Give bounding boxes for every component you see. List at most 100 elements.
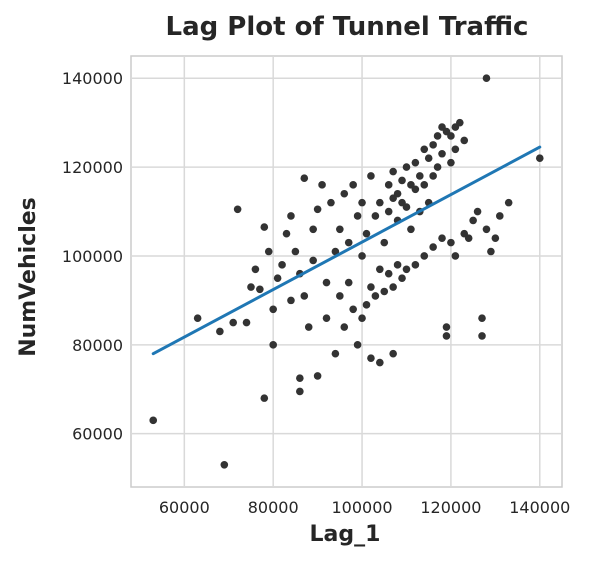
plot-background: [130, 55, 563, 488]
scatter-point: [491, 234, 500, 242]
scatter-point: [451, 145, 460, 154]
scatter-point: [336, 225, 344, 234]
scatter-point: [478, 314, 486, 322]
scatter-point: [451, 252, 460, 260]
scatter-point: [407, 225, 415, 234]
scatter-point: [331, 247, 340, 256]
scatter-point: [456, 118, 464, 127]
scatter-point: [393, 189, 402, 198]
scatter-point: [411, 261, 420, 269]
plot-area: 60000 80000 100000 120000 140000 60000 80000 10…: [62, 55, 570, 517]
scatter-point: [447, 132, 455, 140]
y-tick-label: 120000: [62, 158, 123, 177]
scatter-point: [367, 283, 375, 291]
scatter-point: [504, 198, 513, 207]
y-tick-label: 80000: [72, 336, 123, 355]
scatter-point: [278, 261, 286, 269]
scatter-point: [349, 305, 357, 314]
scatter-point: [380, 287, 389, 296]
y-tick-label: 100000: [62, 247, 123, 266]
scatter-point: [256, 285, 264, 294]
scatter-point: [322, 278, 331, 287]
scatter-point: [331, 349, 340, 358]
scatter-point: [358, 314, 366, 322]
scatter-point: [487, 247, 495, 256]
scatter-point: [398, 176, 406, 185]
scatter-point: [349, 181, 357, 189]
scatter-point: [389, 283, 397, 291]
scatter-point: [376, 358, 384, 367]
scatter-point: [353, 341, 362, 349]
scatter-point: [495, 212, 504, 220]
scatter-point: [438, 234, 446, 242]
y-axis-label: NumVehicles: [16, 197, 41, 357]
scatter-point: [269, 341, 277, 349]
scatter-point: [322, 314, 331, 322]
x-axis-label: Lag_1: [310, 522, 381, 547]
scatter-point: [420, 252, 429, 260]
scatter-point: [371, 292, 380, 300]
scatter-point: [380, 238, 389, 247]
scatter-point: [469, 216, 477, 225]
x-tick-label: 60000: [159, 498, 210, 517]
scatter-point: [358, 252, 366, 260]
scatter-point: [367, 172, 375, 180]
scatter-point: [149, 416, 158, 425]
chart-title: Lag Plot of Tunnel Traffic: [166, 12, 529, 42]
scatter-point: [416, 172, 424, 180]
scatter-point: [287, 296, 295, 305]
y-tick-label: 60000: [72, 425, 123, 444]
scatter-point: [402, 163, 411, 171]
scatter-point: [327, 198, 335, 207]
scatter-point: [420, 145, 429, 154]
scatter-point: [260, 394, 269, 402]
scatter-point: [424, 154, 433, 162]
scatter-point: [438, 149, 446, 158]
scatter-point: [429, 172, 437, 180]
scatter-point: [318, 181, 326, 189]
scatter-point: [362, 229, 371, 238]
scatter-point: [376, 265, 384, 274]
x-tick-label: 80000: [248, 498, 299, 517]
scatter-point: [313, 205, 322, 214]
scatter-point: [264, 247, 273, 256]
scatter-point: [353, 212, 362, 220]
scatter-point: [269, 305, 277, 314]
scatter-point: [296, 374, 304, 382]
x-tick-label: 140000: [509, 498, 570, 517]
scatter-point: [447, 238, 455, 247]
scatter-point: [300, 292, 309, 300]
scatter-point: [535, 154, 544, 162]
scatter-point: [242, 318, 251, 327]
scatter-point: [340, 189, 349, 198]
scatter-point: [247, 283, 255, 291]
scatter-point: [309, 256, 317, 265]
scatter-point: [220, 460, 229, 469]
scatter-point: [260, 223, 269, 231]
scatter-point: [358, 198, 366, 207]
scatter-point: [442, 323, 451, 331]
scatter-point: [340, 323, 349, 331]
scatter-point: [313, 372, 322, 380]
scatter-point: [402, 265, 411, 274]
scatter-point: [482, 225, 491, 234]
scatter-point: [389, 349, 397, 358]
scatter-point: [296, 387, 304, 396]
x-tick-label: 120000: [420, 498, 481, 517]
scatter-point: [384, 181, 393, 189]
scatter-point: [344, 278, 353, 287]
scatter-point: [442, 332, 451, 340]
scatter-point: [233, 205, 242, 214]
scatter-point: [411, 158, 420, 167]
y-tick-label: 140000: [62, 69, 123, 88]
scatter-point: [384, 269, 393, 278]
scatter-point: [376, 198, 384, 207]
scatter-point: [216, 327, 224, 336]
scatter-point: [362, 301, 371, 309]
scatter-point: [433, 132, 442, 140]
scatter-point: [300, 174, 309, 182]
scatter-point: [193, 314, 202, 322]
scatter-point: [344, 238, 353, 247]
